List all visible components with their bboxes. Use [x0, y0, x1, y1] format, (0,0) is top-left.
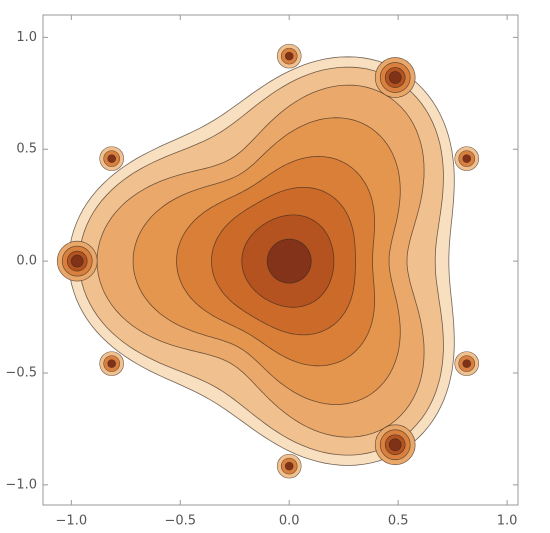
plot-frame — [42, 14, 519, 506]
x-tick-label: −0.5 — [164, 514, 196, 529]
y-tick-label: −0.5 — [5, 365, 37, 380]
contour-tip — [388, 438, 402, 452]
y-tick-label: 0.5 — [16, 142, 37, 157]
y-tick-label: −1.0 — [5, 477, 37, 492]
contour-bulb — [462, 359, 472, 368]
contour-tip — [70, 254, 84, 268]
x-tick-label: −1.0 — [56, 514, 88, 529]
contour-bulb — [462, 154, 472, 163]
x-tick-label: 0.0 — [279, 514, 300, 529]
contour-band — [266, 238, 312, 284]
contour-bulb — [284, 461, 294, 471]
contour-bulb — [107, 359, 116, 368]
contour-bulb — [107, 154, 116, 163]
contour-field — [56, 43, 480, 479]
contour-tip — [388, 71, 402, 84]
y-tick-label: 1.0 — [16, 30, 37, 45]
x-tick-label: 1.0 — [497, 514, 518, 529]
x-tick-label: 0.5 — [388, 514, 409, 529]
contour-bulb — [284, 51, 294, 61]
y-tick-label: 0.0 — [16, 254, 37, 269]
